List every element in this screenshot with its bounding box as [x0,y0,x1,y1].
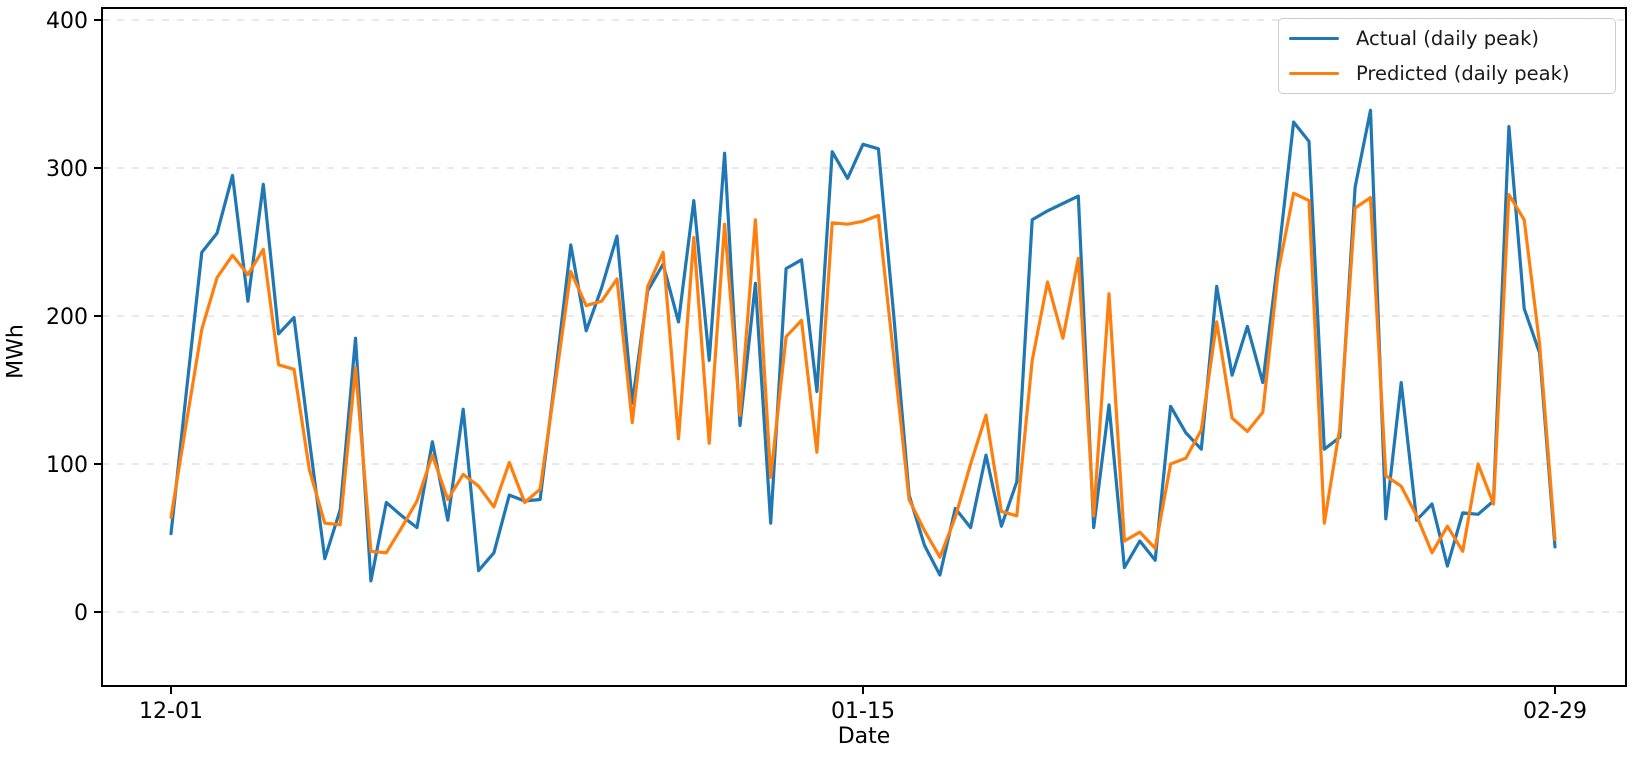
y-axis-title: MWh [3,324,29,379]
y-tick-label: 100 [46,453,88,478]
y-tick-label: 300 [46,157,88,182]
y-tick-label: 400 [46,9,88,34]
y-tick-label: 200 [46,305,88,330]
legend-label-predicted: Predicted (daily peak) [1356,62,1570,85]
x-axis-title: Date [837,724,891,749]
actual-line-swatch [1289,36,1339,41]
x-tick-label: 02-29 [1523,699,1587,724]
legend: Actual (daily peak) Predicted (daily pea… [1278,18,1616,94]
x-tick-label: 12-01 [139,699,203,724]
plot-border [101,7,1627,687]
series-line-predicted [169,191,1557,559]
legend-item-actual: Actual (daily peak) [1279,21,1615,56]
y-tick-label: 0 [74,601,88,626]
x-tick-label: 01-15 [831,699,895,724]
series-line-actual [169,108,1557,583]
predicted-line-swatch [1289,71,1339,76]
legend-item-predicted: Predicted (daily peak) [1279,56,1615,91]
legend-label-actual: Actual (daily peak) [1356,27,1540,50]
